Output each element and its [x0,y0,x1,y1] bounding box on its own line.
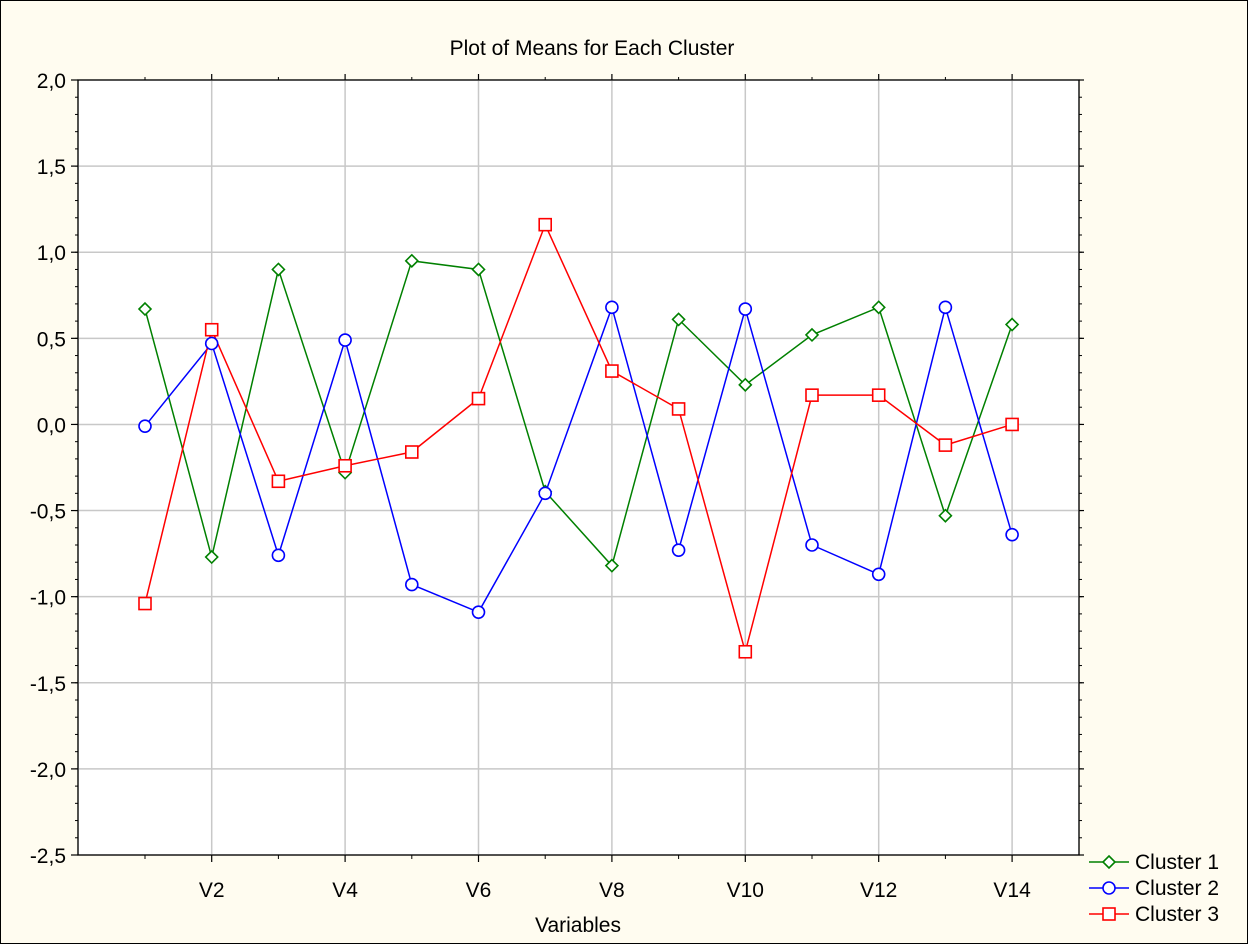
x-tick-label: V10 [727,879,764,902]
data-point-circle [138,419,152,433]
y-tick-label: 0,0 [37,414,66,437]
axes: 2,0 1,5 1,0 0,5 0,0 -0,5 -1,0 -1,5 -2,0 -2,5 V2 V4 V… [30,70,1084,902]
data-point-diamond [404,253,419,268]
data-point-square [538,217,553,232]
data-point-diamond [604,558,620,573]
x-tick-label: V12 [860,879,897,902]
y-tick-label: 0,5 [37,328,66,351]
data-point-square [1005,417,1019,432]
series-line [144,222,1013,655]
data-point-diamond [137,301,153,317]
data-point-diamond [471,262,486,277]
y-tick-label: 2,0 [37,70,66,93]
data-point-square [938,438,953,452]
x-tick-label: V14 [993,879,1031,902]
data-point-circle [871,567,886,582]
y-tick-label: -0,5 [30,501,66,524]
data-point-circle [404,577,419,592]
data-point-square [338,458,352,473]
y-tick-label: -2,5 [30,845,66,868]
data-point-square [671,402,686,416]
data-point-diamond [738,377,753,392]
x-tick-label: V4 [332,879,358,902]
data-point-diamond [671,312,686,327]
series-line [144,260,1013,568]
legend-label: Cluster 1 [1135,851,1219,874]
y-tick-label: 1,5 [37,156,66,179]
data-point-circle [805,538,819,552]
data-point-diamond [871,300,886,315]
legend: Cluster 1 Cluster 2 Cluster 3 [1089,851,1219,926]
legend-item: Cluster 1 [1089,851,1219,874]
legend-marker [1102,907,1116,921]
legend-item: Cluster 3 [1089,903,1219,926]
data-point-circle [471,605,486,619]
x-tick-label: V8 [599,879,625,902]
y-tick-label: -1,0 [30,587,66,610]
series-2 [144,304,1013,614]
data-point-circle [338,333,352,347]
legend-label: Cluster 3 [1135,903,1219,926]
series-line [144,304,1013,614]
series-layer [137,217,1020,659]
data-point-circle [271,548,286,563]
x-tick-label: V6 [466,879,492,902]
x-axis-label: Variables [535,914,621,937]
x-tick-label: V2 [199,879,225,902]
data-point-square [204,322,219,337]
data-point-square [138,596,152,611]
data-point-circle [671,543,686,557]
chart-title: Plot of Means for Each Cluster [450,37,735,60]
series-1-markers [137,253,1020,573]
data-point-diamond [804,327,820,343]
data-point-circle [605,300,619,315]
data-point-square [805,388,819,402]
y-tick-label: -2,0 [30,759,66,782]
data-point-square [271,474,286,489]
plot-border [77,79,1080,856]
plot-area [77,79,1080,856]
data-point-circle [1005,527,1019,542]
data-point-square [738,644,753,659]
legend-label: Cluster 2 [1135,877,1219,900]
data-point-circle [738,302,753,316]
series-2-markers [138,300,1019,619]
series-3-markers [138,217,1019,659]
data-point-diamond [1004,317,1020,332]
legend-marker [1102,881,1116,895]
data-point-circle [938,300,953,315]
grid [78,80,1079,855]
legend-item: Cluster 2 [1089,877,1219,900]
series-3 [144,222,1013,655]
series-1 [144,260,1013,568]
data-point-square [605,364,619,378]
legend-marker [1101,854,1117,870]
data-point-circle [538,486,553,501]
y-tick-label: -1,5 [30,673,66,696]
data-point-square [871,388,886,402]
data-point-diamond [271,262,286,277]
data-point-circle [204,336,219,351]
data-point-square [471,391,486,406]
data-point-diamond [204,549,219,565]
y-tick-label: 1,0 [37,242,66,265]
data-point-square [404,445,419,459]
data-point-diamond [938,508,953,523]
